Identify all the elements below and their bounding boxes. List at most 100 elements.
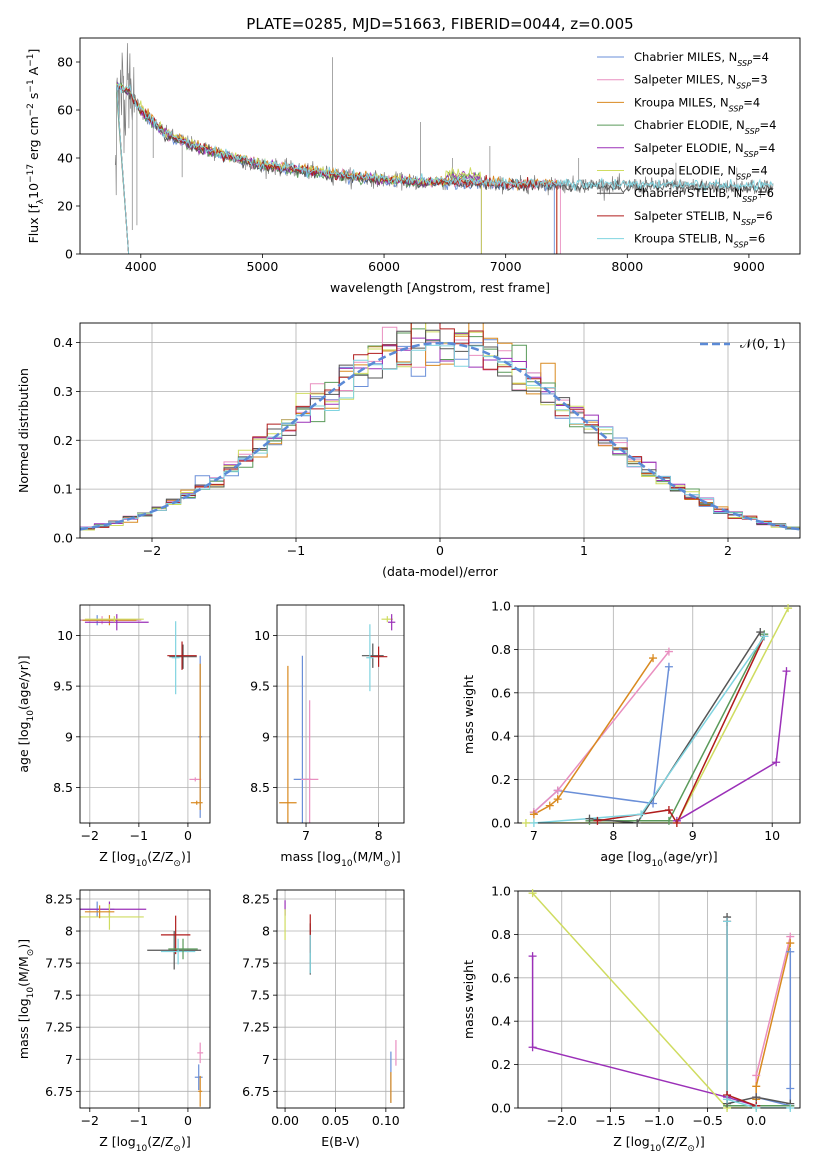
y-tick-label: 0.2	[491, 772, 511, 787]
y-tick-label: 8.5	[250, 780, 270, 795]
x-tick-label: 0.05	[322, 1113, 350, 1128]
x-axis-label: (data-model)/error	[382, 564, 499, 579]
y-tick-label: 7.75	[45, 956, 73, 971]
legend-text: Chabrier MILES, N	[634, 50, 737, 64]
legend-text: Kroupa MILES, N	[634, 95, 729, 109]
label-part: )]	[181, 849, 191, 864]
label-part: (M/M	[353, 849, 384, 864]
x-tick-label: 8000	[611, 259, 643, 274]
label-part: )]	[391, 849, 401, 864]
y-tick-label: 0.3	[53, 384, 73, 399]
legend-tail: =6	[748, 232, 765, 246]
label-part: (Z/Z	[661, 1134, 687, 1149]
legend-text: Salpeter STELIB, N	[634, 209, 741, 223]
x-tick-label: 10	[764, 828, 780, 843]
normal-curve	[80, 341, 800, 531]
weight-marker	[528, 1043, 537, 1052]
weight-marker	[529, 819, 538, 827]
y-tick-label: 60	[57, 103, 73, 118]
x-tick-label: −2	[81, 828, 99, 843]
legend-label: Kroupa STELIB, NSSP=6	[634, 232, 765, 250]
residuals-axes: −2 −1 0 1 2 0.0 0.1 0.2 0.3 0.4 (data-model)/error…	[16, 322, 801, 579]
legend-sub: SSP	[737, 59, 752, 68]
x-tick-label: 0.10	[372, 1113, 400, 1128]
legend-text: Chabrier STELIB, N	[634, 186, 742, 200]
y-tick-label: 0.6	[491, 685, 511, 700]
label-part: Z [log	[99, 1134, 135, 1149]
label-part: 10	[26, 987, 36, 999]
x-tick-label: 8	[375, 828, 383, 843]
label-part: 10	[652, 859, 664, 869]
weight-marker	[637, 810, 646, 819]
weight-marker	[752, 1082, 761, 1091]
y-tick-label: 1.0	[491, 599, 511, 614]
weight-marker	[664, 805, 673, 814]
x-axis-label: wavelength [Angstrom, rest frame]	[330, 280, 550, 295]
legend-text: Salpeter MILES, N	[634, 73, 736, 87]
axes-frame	[276, 889, 405, 1109]
weight-line	[589, 633, 765, 822]
label-part: )]	[695, 1134, 705, 1149]
x-tick-label: 7000	[490, 259, 522, 274]
label-part: Z [log	[99, 849, 135, 864]
label-part: s	[26, 93, 41, 104]
y-tick-label: 6.75	[242, 1084, 270, 1099]
plot-area	[284, 900, 397, 1103]
legend-text: Kroupa STELIB, N	[634, 232, 734, 246]
x-tick-label: −1	[130, 828, 148, 843]
label-part: (M/M	[16, 956, 31, 987]
x-tick-label: 9	[689, 828, 697, 843]
label-part: −2	[26, 103, 36, 116]
y-tick-label: 8.5	[53, 780, 73, 795]
weight-marker	[723, 917, 732, 926]
label-part: 10	[26, 183, 41, 199]
weight-marker	[521, 819, 530, 827]
y-tick-label: 10	[57, 628, 73, 643]
weight-marker	[786, 947, 795, 956]
y-axis-label: mass [log10(M/M⊙)]	[16, 939, 36, 1059]
weight-marker	[528, 889, 537, 898]
weight-marker	[756, 628, 765, 637]
x-tick-label: 0.00	[271, 1113, 299, 1128]
weight-marker	[786, 1104, 795, 1112]
y-tick-label: 7.5	[53, 988, 73, 1003]
x-tick-label: −1.5	[595, 1113, 625, 1128]
grid	[277, 890, 404, 1108]
x-tick-label: 7	[530, 828, 538, 843]
y-tick-label: 0.1	[53, 482, 73, 497]
label-part: λ	[36, 198, 46, 204]
weight-line	[726, 921, 791, 1108]
weight-line	[756, 951, 792, 1107]
label-part: (age/yr)]	[16, 655, 31, 710]
label-part: 10	[136, 1144, 148, 1154]
weight-marker	[633, 819, 642, 827]
y-tick-label: 0.8	[491, 642, 511, 657]
label-part: Z [log	[613, 1134, 649, 1149]
y-tick-label: 8	[262, 924, 270, 939]
legend-label: Salpeter ELODIE, NSSP=4	[634, 141, 775, 159]
weight-marker	[553, 795, 562, 804]
y-tick-label: 0	[65, 247, 73, 262]
y-tick-label: 7	[262, 1052, 270, 1067]
y-tick-label: 9.5	[250, 679, 270, 694]
y-tick-label: 6.75	[45, 1084, 73, 1099]
y-tick-label: 9.5	[53, 679, 73, 694]
legend-sub: SSP	[744, 149, 759, 158]
y-tick-label: 0.4	[491, 729, 511, 744]
label-part: −1	[26, 79, 36, 92]
x-tick-label: −1	[130, 1113, 148, 1128]
y-tick-label: 9	[65, 729, 73, 744]
x-tick-label: 2	[724, 543, 732, 558]
y-tick-label: 8.25	[242, 891, 270, 906]
spectrum-axes: 4000 5000 6000 7000 8000 9000 0 20 40 60 80 wavelen…	[26, 37, 801, 295]
legend-label: Salpeter MILES, NSSP=3	[634, 73, 768, 91]
x-tick-label: −0.5	[692, 1113, 722, 1128]
y-tick-label: 10	[254, 628, 270, 643]
legend-label: Kroupa MILES, NSSP=4	[634, 95, 760, 113]
x-axis-label: mass [log10(M/M⊙)]	[280, 849, 400, 869]
histogram-series	[80, 323, 800, 530]
legend-sub: SSP	[734, 240, 749, 249]
weight-marker	[786, 1084, 795, 1093]
weight-marker	[649, 654, 658, 663]
